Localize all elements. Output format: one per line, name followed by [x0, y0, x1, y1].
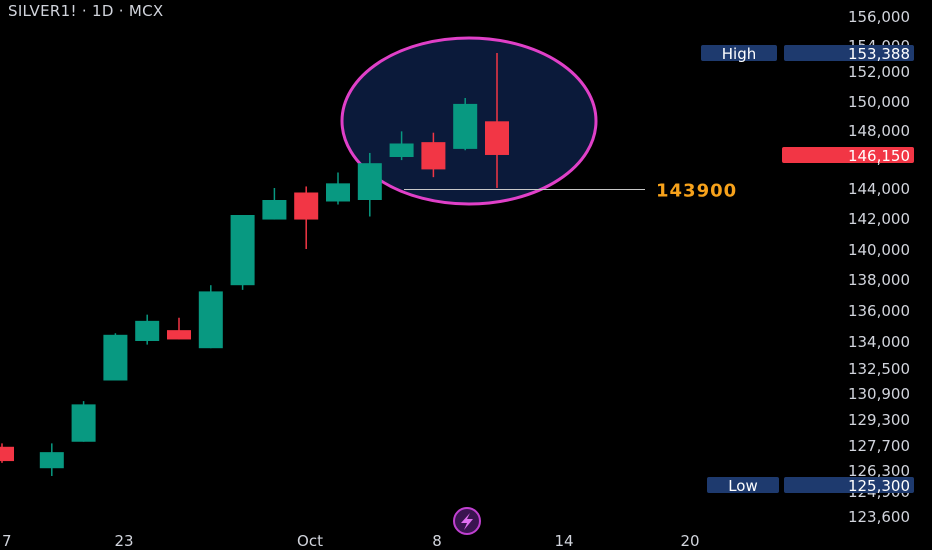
low-badge: [707, 477, 779, 493]
x-tick-label: 8: [432, 532, 442, 550]
candle-body: [421, 142, 446, 170]
y-tick-label: 132,500: [848, 360, 910, 378]
x-tick-label: 20: [680, 532, 699, 550]
y-tick-label: 130,900: [848, 385, 910, 403]
candle-body: [389, 143, 414, 157]
x-tick-label: 7: [2, 532, 12, 550]
high-badge: [701, 44, 777, 61]
y-tick-label: 144,000: [848, 180, 910, 198]
support-line-label: 143900: [656, 181, 737, 202]
high-value-badge: [784, 44, 914, 61]
low-value-badge: [784, 477, 914, 493]
y-tick-label: 136,000: [848, 302, 910, 320]
y-tick-label: 126,300: [848, 462, 910, 480]
y-tick-label: 134,000: [848, 333, 910, 351]
candle-body: [103, 334, 128, 381]
high-value: 153,388: [848, 45, 910, 63]
y-tick-label: 129,300: [848, 411, 910, 429]
y-tick-label: 142,000: [848, 210, 910, 228]
candle-body: [326, 183, 350, 202]
current-price: 146,150: [848, 147, 910, 165]
y-tick-label: 152,000: [848, 63, 910, 81]
candle-body: [39, 452, 64, 469]
high-badge-label: High: [722, 45, 756, 63]
current-price-badge: [782, 146, 914, 163]
low-badge-label: Low: [728, 477, 758, 495]
candle-body: [262, 200, 287, 220]
ticker-title: SILVER1! · 1D · MCX: [8, 2, 164, 20]
y-tick-label: 148,000: [848, 122, 910, 140]
y-tick-label: 138,000: [848, 271, 910, 289]
candle-body: [0, 446, 14, 462]
candle-body: [357, 163, 382, 200]
y-tick-label: 140,000: [848, 241, 910, 259]
candle-body: [135, 320, 160, 341]
candle-body: [230, 215, 255, 286]
candle-body: [294, 192, 319, 220]
y-tick-label: 150,000: [848, 93, 910, 111]
candle-body: [198, 291, 223, 349]
candle-body: [485, 121, 509, 155]
candle-body: [167, 330, 191, 340]
x-tick-label: 14: [554, 532, 573, 550]
y-tick-label: 123,600: [848, 508, 910, 526]
x-tick-label: 23: [114, 532, 133, 550]
low-value: 125,300: [848, 477, 910, 495]
lightning-icon[interactable]: [453, 507, 481, 535]
y-tick-label: 127,700: [848, 437, 910, 455]
candle-body: [71, 404, 96, 442]
candle-body: [453, 103, 478, 149]
y-tick-label: 156,000: [848, 8, 910, 26]
x-tick-label: Oct: [297, 532, 323, 550]
